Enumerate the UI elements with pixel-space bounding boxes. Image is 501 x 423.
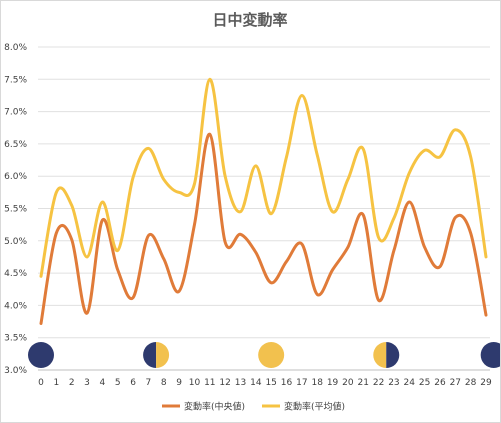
x-tick-label: 5 (115, 378, 121, 388)
x-tick-label: 1 (53, 378, 59, 388)
y-tick-label: 5.0% (4, 237, 27, 247)
series-lines (39, 77, 488, 325)
legend-label: 変動率(中央値) (184, 401, 245, 413)
x-tick-label: 13 (235, 378, 246, 388)
x-tick-label: 25 (419, 378, 430, 388)
x-tick-label: 26 (434, 378, 446, 388)
grid-lines (38, 46, 490, 371)
x-tick-label: 27 (450, 378, 461, 388)
series-line-0 (39, 132, 488, 325)
y-tick-label: 3.0% (4, 366, 27, 376)
moon-phase-icons (28, 342, 500, 368)
x-tick-label: 19 (327, 378, 339, 388)
x-tick-label: 20 (342, 378, 354, 388)
x-tick-label: 11 (204, 378, 215, 388)
x-tick-label: 21 (358, 378, 369, 388)
legend: 変動率(中央値) 変動率(平均値) (162, 401, 345, 413)
y-tick-label: 4.5% (4, 269, 27, 279)
y-tick-label: 3.5% (4, 334, 27, 344)
chart-title: 日中変動率 (212, 11, 287, 29)
last-quarter-moon-icon (373, 342, 400, 368)
x-tick-label: 23 (388, 378, 399, 388)
x-tick-label: 3 (84, 378, 90, 388)
y-tick-label: 6.0% (4, 172, 27, 182)
x-axis-ticks: 0 1 2 3 4 5 6 7 8 9 10 11 12 13 14 15 16 17 18 19 20 21 22 23 24… (38, 378, 492, 388)
y-tick-label: 7.0% (4, 108, 27, 118)
x-tick-label: 15 (265, 378, 276, 388)
x-tick-label: 9 (176, 378, 182, 388)
x-tick-label: 4 (100, 378, 106, 388)
x-tick-label: 2 (69, 378, 75, 388)
x-tick-label: 8 (161, 378, 167, 388)
x-tick-label: 16 (281, 378, 293, 388)
y-tick-label: 7.5% (4, 75, 27, 85)
new-moon-icon (480, 342, 500, 368)
x-tick-label: 10 (189, 378, 201, 388)
x-tick-label: 6 (130, 378, 136, 388)
series-line-1 (39, 77, 488, 278)
x-tick-label: 22 (373, 378, 384, 388)
x-tick-label: 18 (311, 378, 323, 388)
y-tick-label: 5.5% (4, 205, 27, 215)
x-tick-label: 28 (465, 378, 477, 388)
x-tick-label: 7 (146, 378, 152, 388)
x-tick-label: 12 (219, 378, 230, 388)
x-tick-label: 24 (404, 378, 416, 388)
x-tick-label: 0 (38, 378, 44, 388)
first-quarter-moon-icon (143, 342, 170, 368)
full-moon-icon (258, 342, 285, 368)
x-tick-label: 29 (480, 378, 492, 388)
y-tick-label: 6.5% (4, 140, 27, 150)
new-moon-icon (28, 342, 54, 368)
y-tick-label: 8.0% (4, 43, 27, 53)
y-tick-label: 4.0% (4, 301, 27, 311)
x-tick-label: 17 (296, 378, 307, 388)
x-tick-label: 14 (250, 378, 262, 388)
legend-label: 変動率(平均値) (284, 401, 345, 413)
y-axis-ticks: 3.0% 3.5% 4.0% 4.5% 5.0% 5.5% 6.0% 6.5% 7.0% 7.5%… (4, 43, 27, 376)
